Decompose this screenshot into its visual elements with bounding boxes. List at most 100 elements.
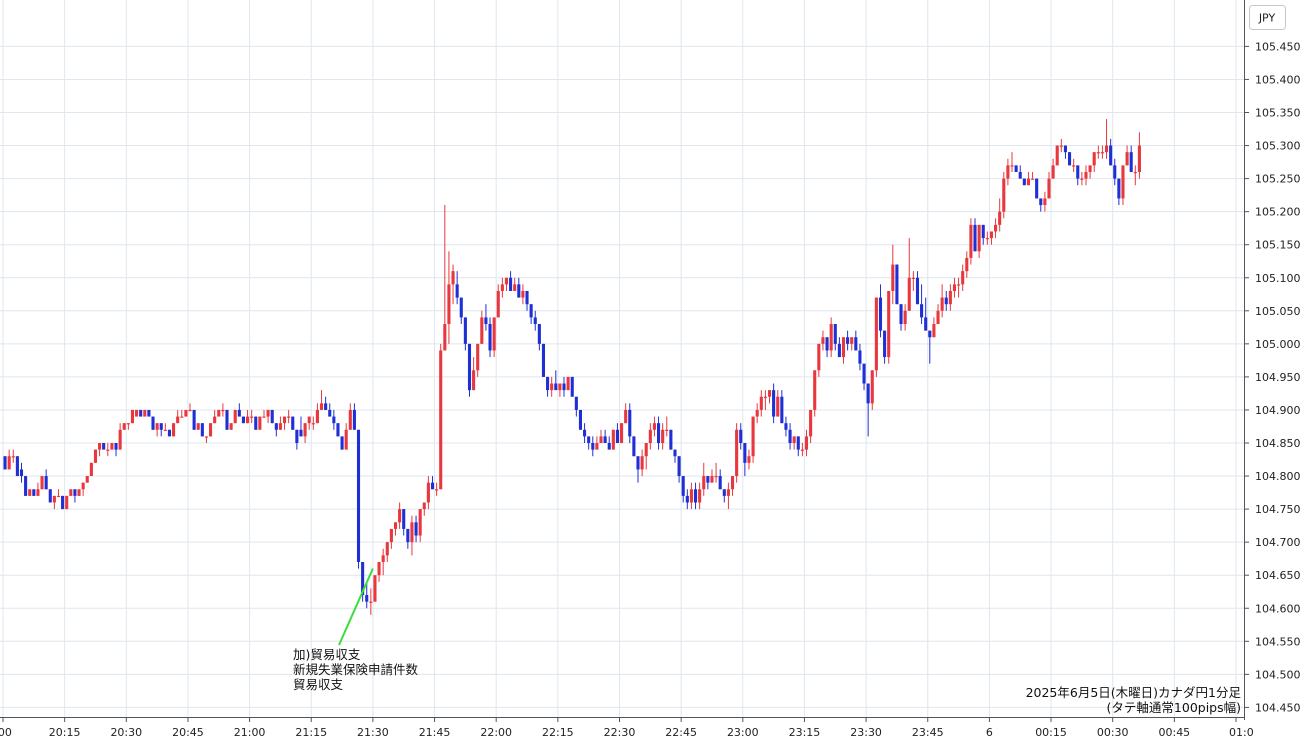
candle: [940, 284, 944, 318]
candle-body: [266, 409, 270, 417]
candle-body: [570, 376, 574, 397]
candle: [61, 495, 65, 510]
candle-body: [866, 383, 870, 404]
candle-body: [7, 456, 11, 470]
candle-body: [69, 489, 73, 496]
candle-body: [65, 495, 69, 510]
candle-body: [895, 264, 899, 305]
candle: [504, 277, 509, 291]
candle: [698, 482, 702, 510]
candle: [739, 423, 743, 450]
candle: [648, 423, 652, 450]
candle-body: [509, 277, 513, 291]
candle-body: [932, 324, 936, 338]
candle: [340, 436, 344, 450]
candle: [344, 423, 348, 450]
candle-body: [435, 489, 439, 491]
x-tick-label: 20:15: [49, 726, 81, 739]
candle-body: [850, 337, 854, 344]
candle-body: [258, 416, 262, 430]
candle-body: [389, 528, 393, 543]
candle: [751, 416, 755, 463]
candle: [673, 449, 677, 463]
candle: [36, 482, 40, 496]
candle: [702, 462, 706, 496]
candle: [862, 363, 866, 391]
candle-body: [513, 284, 517, 291]
candle-body: [1072, 165, 1076, 167]
candle: [747, 449, 751, 470]
candle: [229, 423, 233, 430]
candle-body: [525, 290, 529, 305]
candle: [377, 561, 381, 582]
candle-body: [1113, 165, 1117, 179]
candle-body: [1084, 171, 1088, 179]
candle-body: [1051, 165, 1055, 179]
candle: [858, 343, 862, 371]
candle: [467, 343, 472, 397]
candle: [710, 469, 714, 483]
candle-body: [151, 416, 155, 430]
candle: [837, 337, 841, 358]
candle-body: [24, 476, 28, 496]
candle: [1014, 165, 1018, 172]
candle: [784, 416, 788, 437]
candle-body: [587, 436, 591, 443]
candle: [192, 409, 196, 430]
candle-body: [139, 409, 143, 417]
candle: [196, 423, 200, 430]
candle: [250, 409, 254, 424]
chart-note-line-2: (タテ軸通常100pips幅): [1107, 700, 1241, 715]
candle: [640, 449, 644, 477]
candle: [102, 443, 106, 450]
candle: [994, 218, 998, 239]
candle: [459, 297, 463, 325]
candle-body: [636, 456, 640, 470]
candle: [1055, 145, 1059, 166]
candle: [1043, 191, 1047, 212]
candle: [184, 409, 188, 417]
candle-body: [430, 482, 435, 490]
y-tick-label: 104.500: [1255, 668, 1300, 681]
candle-body: [262, 416, 266, 418]
x-tick-label: 23:15: [789, 726, 821, 739]
candle-body: [32, 489, 36, 496]
candle-body: [56, 495, 61, 498]
candle-body: [1035, 178, 1039, 199]
candle: [661, 423, 665, 450]
chart-note-line-1: 2025年6月5日(木曜日)カナダ円1分足: [1026, 685, 1242, 700]
candle: [188, 403, 192, 412]
candle: [295, 429, 299, 450]
candle-body: [1129, 152, 1133, 172]
candle: [209, 423, 213, 437]
candle: [718, 469, 722, 490]
candle-body: [969, 224, 973, 258]
candle: [393, 522, 398, 536]
candle-body: [804, 436, 809, 450]
candle-body: [599, 436, 603, 443]
candle: [336, 423, 340, 437]
candle: [541, 343, 546, 377]
candle: [480, 310, 484, 344]
candle: [825, 337, 829, 358]
candle-body: [443, 324, 447, 351]
candle-body: [315, 409, 319, 424]
candle: [969, 218, 973, 265]
y-tick-label: 104.800: [1255, 470, 1300, 483]
candle: [52, 495, 56, 510]
candle-body: [196, 423, 200, 430]
candle-body: [1109, 145, 1113, 166]
candle-body: [295, 429, 299, 443]
candle-body: [184, 409, 188, 417]
candle: [1129, 145, 1133, 172]
candle: [985, 231, 989, 245]
candle: [1022, 178, 1026, 186]
candle-body: [722, 489, 726, 496]
candle-body: [920, 304, 924, 318]
candle-body: [948, 290, 952, 305]
candle-body: [114, 443, 118, 450]
candle: [422, 502, 426, 516]
candle-body: [595, 443, 599, 450]
candle-body: [1088, 165, 1092, 172]
candle-body: [319, 403, 324, 410]
